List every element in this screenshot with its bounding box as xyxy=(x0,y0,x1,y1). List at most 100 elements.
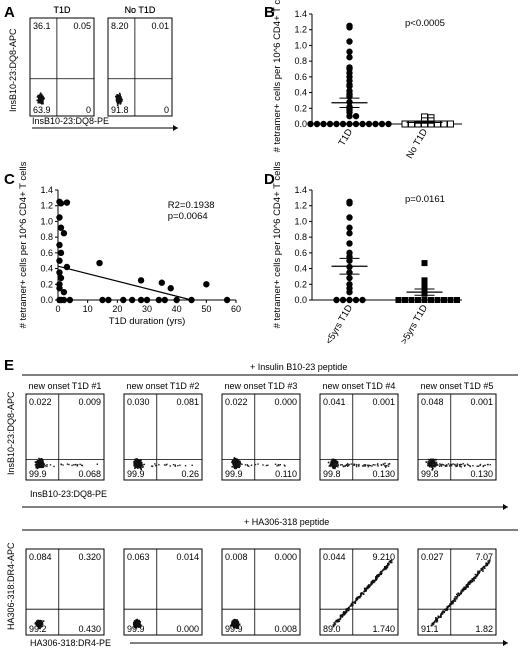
panel-a-plot-1-event-dot xyxy=(116,95,119,97)
panel-e-bottom-plot-3-event-dot xyxy=(366,587,369,590)
panel-e-bottom-plot-1-event-dot xyxy=(135,625,138,628)
panel-e-bottom-plot-4-event-dot xyxy=(441,611,444,614)
panel-e-bottom-plot-0-event-dot xyxy=(37,623,40,626)
panel-e-bottom-plot-3-event-dot xyxy=(339,617,342,619)
panel-e-top-plot-4-event-dot xyxy=(446,464,448,466)
panel-e-top-plot-3-event-dot xyxy=(355,465,358,468)
panel-e-top-plot-3-event-dot xyxy=(353,464,355,466)
panel-e-bottom-plot-4-event-dot xyxy=(448,605,451,608)
panel-a-plot-0-event-dot xyxy=(36,96,39,98)
chart-b-point xyxy=(339,120,347,128)
panel-e-top-plot-0-event-dot xyxy=(36,461,38,463)
panel-e-top-plot-0-ll-value: 99.9 xyxy=(29,469,47,479)
panel-e-top-plot-2-event-dot xyxy=(248,465,250,467)
panel-e-top-plot-4-event-dot xyxy=(432,467,434,470)
panel-e-top-plot-4-event-dot xyxy=(440,464,443,466)
chart-b-y-tick-label: 1.0 xyxy=(294,40,307,50)
panel-e-top-plot-3-event-dot xyxy=(358,463,360,466)
panel-a-plot-1-ul-value: 8.20 xyxy=(111,21,129,31)
chart-b-y-tick-label: 0.2 xyxy=(294,103,307,113)
panel-e-top-plot-2-ur-value: 0.000 xyxy=(274,397,297,407)
panel-a-plot-0-event-dot xyxy=(39,92,42,95)
panel-c: C 0.0 0.2 0.4 0.6 0.8 1.0 1.2 1.4 # tetramer+ ce… xyxy=(4,161,241,328)
panel-e-bottom-plot-1-event-dot xyxy=(133,624,136,627)
panel-e-bottom-plot-1-event-dot xyxy=(137,620,140,622)
panel-e-bottom-plot-0-ur-value: 0.320 xyxy=(78,552,101,562)
panel-e-top-plot-3-event-dot xyxy=(377,465,379,467)
panel-e-bottom-plot-1-event-dot xyxy=(134,621,137,623)
panel-e-top-plot-0-event-dot xyxy=(36,460,39,462)
panel-e-bottom-plot-3-event-dot xyxy=(338,620,341,623)
panel-e-top-plot-0-event-dot xyxy=(66,463,69,465)
panel-a-plot-0-event-dot xyxy=(38,99,41,102)
panel-e-top-plot-2-lr-value: 0.110 xyxy=(275,469,297,479)
panel-e-bottom-plot-3-event-dot xyxy=(359,595,362,598)
panel-e-top-plot-0-ul-value: 0.022 xyxy=(29,397,52,407)
panel-e-top-plot-4-event-dot xyxy=(487,463,489,466)
panel-e-top-plot-3-event-dot xyxy=(371,465,373,467)
chart-c-y-label: # tetramer+ cells per 10^6 CD4+ T cells xyxy=(18,161,29,328)
panel-e-top-plot-0-event-dot xyxy=(41,459,44,462)
panel-e-top-plot-3-event-dot xyxy=(336,463,338,465)
panel-e-bottom-plot-3-event-dot xyxy=(374,577,377,580)
panel-e-top-plot-4-event-dot xyxy=(439,463,441,465)
panel-e-bottom-plot-4-event-dot xyxy=(455,597,458,600)
panel-e-bottom-plot-2-event-dot xyxy=(231,624,234,627)
panel-e-top-plot-0-event-dot xyxy=(34,463,37,466)
panel-e-letter: E xyxy=(4,357,14,374)
panel-e-bottom-plot-1-ur-value: 0.014 xyxy=(176,552,199,562)
panel-e-bottom-plot-4-event-dot xyxy=(439,616,442,618)
panel-e-bottom-plot-0-event-dot xyxy=(35,624,38,626)
panel-e-top-plot-4-event-dot xyxy=(431,461,434,464)
panel-e-bottom-plot-2-event-dot xyxy=(234,623,237,626)
panel-e-bottom-plot-3-event-dot xyxy=(345,608,347,611)
panel-a-plot-title: T1D xyxy=(53,5,71,15)
panel-e-bottom-plot-4-event-dot xyxy=(468,581,471,583)
panel-a-plot-1-event-dot xyxy=(115,95,118,98)
chart-d-point xyxy=(434,297,441,303)
chart-d-point xyxy=(333,296,340,304)
panel-e-top-plot-2-event-dot xyxy=(235,466,237,468)
panel-e-top-plot-4-event-dot xyxy=(459,465,461,468)
chart-b-point xyxy=(320,120,327,128)
chart-c-point xyxy=(56,269,63,276)
chart-b-point xyxy=(352,120,360,128)
panel-e-top-plot-0-event-dot xyxy=(46,465,48,468)
panel-e-bottom-plot-4-event-dot xyxy=(483,565,486,568)
panel-e-top-plot-1-event-dot xyxy=(141,464,143,467)
panel-e-top-plot-4-event-dot xyxy=(455,465,457,468)
chart-c-point xyxy=(66,296,74,304)
panel-e-top-plot-3-event-dot xyxy=(376,464,379,466)
panel-a-plot-1-event-dot xyxy=(119,94,121,96)
chart-c-point xyxy=(105,296,112,304)
panel-e-bottom-plot-3-event-dot xyxy=(373,580,376,583)
panel-e-bottom-plot-3-event-dot xyxy=(386,566,389,569)
panel-a: A InsB10-23:DQ8-APC InsB10-23:DQ8-PE 36.… xyxy=(4,4,178,131)
panel-e-bottom-plot-1-event-dot xyxy=(139,624,142,626)
chart-c-annotation-r2: R2=0.1938 xyxy=(168,200,215,211)
panel-e-top-plot-2-event-dot xyxy=(284,465,286,467)
panel-e-top-plot-2-event-dot xyxy=(236,459,238,462)
panel-e-top-plot-4-event-dot xyxy=(430,459,433,461)
panel-e-bottom-plot-4-event-dot xyxy=(485,562,487,565)
panel-e-top-plot-2-event-dot xyxy=(250,464,253,466)
panel-e-bottom-plot-3-event-dot xyxy=(376,575,378,578)
chart-b-y-tick-label: 0.4 xyxy=(294,88,307,98)
panel-e-bottom-plot-4-event-dot xyxy=(474,576,476,578)
panel-e-bottom-plot-4-frame xyxy=(417,548,497,636)
panel-a-plot-0-event-dot xyxy=(42,97,44,100)
panel-e-top-plot-2-event-dot xyxy=(235,463,237,465)
panel-e-top-plot-2-event-dot xyxy=(234,465,236,467)
panel-e-bottom-plot-1-ll-value: 99.9 xyxy=(127,624,145,634)
panel-e-bottom-plot-4-event-dot xyxy=(482,570,484,572)
panel-a-plot-1-event-dot xyxy=(118,97,120,100)
panel-e-top-plot-3-event-dot xyxy=(387,465,390,467)
panel-e-bottom-plot-3-ur-value: 9.210 xyxy=(372,552,395,562)
chart-d-point xyxy=(408,297,415,303)
panel-e-bottom-plot-3-event-dot xyxy=(375,579,377,581)
panel-e-bottom-plot-3-event-dot xyxy=(335,620,338,623)
panel-e-top-plot-1-event-dot xyxy=(140,461,142,464)
chart-d-y-tick-label: 1.4 xyxy=(294,185,307,195)
panel-e-top-plot-2-event-dot xyxy=(238,463,240,465)
